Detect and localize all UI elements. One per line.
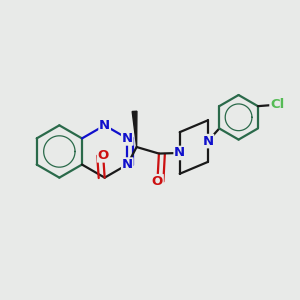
Polygon shape	[132, 111, 137, 147]
Text: N: N	[174, 146, 185, 160]
Text: N: N	[122, 158, 133, 171]
Text: N: N	[122, 132, 133, 145]
Text: N: N	[202, 135, 214, 148]
Text: O: O	[152, 175, 163, 188]
Text: Cl: Cl	[270, 98, 284, 111]
Text: N: N	[99, 119, 110, 132]
Text: O: O	[98, 149, 109, 162]
